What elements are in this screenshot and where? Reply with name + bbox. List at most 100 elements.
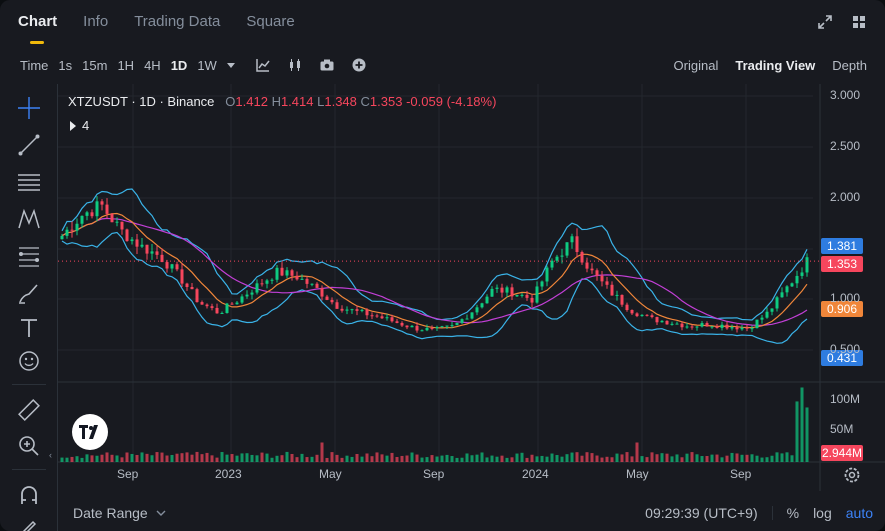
tab-trading-data[interactable]: Trading Data xyxy=(134,13,221,30)
candle-body xyxy=(750,328,754,330)
candle-body xyxy=(405,325,409,328)
crosshair-tool[interactable] xyxy=(15,94,43,122)
volume-bar xyxy=(695,454,699,462)
candle-body xyxy=(570,236,574,243)
volume-bar xyxy=(230,454,234,462)
chart-area[interactable]: XTZUSDT · 1D · Binance O1.412 H1.414 L1.… xyxy=(58,84,885,491)
indicators-toggle[interactable]: 4 xyxy=(70,118,89,133)
footer-divider xyxy=(771,505,773,520)
candle-body xyxy=(100,201,104,205)
volume-bar xyxy=(550,453,554,462)
camera-icon[interactable] xyxy=(319,57,335,73)
tab-square[interactable]: Square xyxy=(246,13,295,30)
footer-options: 09:29:39 (UTC+9) % log auto xyxy=(645,505,873,521)
indicators-icon[interactable] xyxy=(255,57,271,73)
chart-settings-icon[interactable] xyxy=(843,466,861,484)
view-depth[interactable]: Depth xyxy=(832,57,867,73)
candle-body xyxy=(430,327,434,329)
interval-1w[interactable]: 1W xyxy=(197,57,217,73)
volume-bar xyxy=(280,455,284,462)
volume-bar xyxy=(800,387,804,462)
candle-body xyxy=(770,308,774,312)
collapse-toolbar-icon[interactable]: ‹ xyxy=(49,450,52,460)
candle-body xyxy=(560,255,564,257)
candle-body xyxy=(150,251,154,254)
trendline-tool[interactable] xyxy=(15,131,43,159)
price-chart[interactable] xyxy=(58,84,885,491)
candle-body xyxy=(625,304,629,311)
tab-chart[interactable]: Chart xyxy=(18,0,57,44)
view-trading-view[interactable]: Trading View xyxy=(735,57,816,73)
pattern-icon xyxy=(18,208,40,229)
candle-body xyxy=(595,270,599,276)
candle-body xyxy=(160,254,164,263)
pattern-tool[interactable] xyxy=(15,205,43,233)
horizontal-lines-tool[interactable] xyxy=(15,168,43,196)
lock-tool[interactable] xyxy=(15,514,43,531)
date-range-button[interactable]: Date Range xyxy=(73,505,166,521)
text-tool[interactable] xyxy=(15,314,43,342)
volume-bar xyxy=(440,455,444,462)
interval-1d[interactable]: 1D xyxy=(170,57,188,73)
last-price-tag: 1.353 xyxy=(821,256,863,272)
candle-body xyxy=(385,317,389,319)
interval-15m[interactable]: 15m xyxy=(82,57,108,73)
log-toggle[interactable]: log xyxy=(813,504,832,521)
volume-bar xyxy=(710,454,714,462)
horizontal-lines-icon xyxy=(18,174,40,191)
volume-bar xyxy=(140,452,144,462)
volume-bar xyxy=(360,456,364,462)
candle-body xyxy=(345,309,349,311)
ma-short-line xyxy=(61,212,808,329)
zoom-tool[interactable] xyxy=(15,432,43,460)
candle-body xyxy=(340,308,344,311)
candle-body xyxy=(680,323,684,328)
ohlc-legend: XTZUSDT · 1D · Binance O1.412 H1.414 L1.… xyxy=(68,94,496,109)
brush-tool[interactable] xyxy=(15,279,43,307)
candle-body xyxy=(60,235,64,240)
add-icon[interactable] xyxy=(351,57,367,73)
candle-body xyxy=(635,313,639,317)
volume-bar xyxy=(745,454,749,462)
magnet-tool[interactable] xyxy=(15,481,43,509)
emoji-tool[interactable] xyxy=(15,347,43,375)
candle-body xyxy=(700,323,704,327)
volume-bar xyxy=(260,452,264,462)
candle-body xyxy=(480,303,484,308)
interval-dropdown-icon[interactable] xyxy=(226,62,235,68)
fib-tool[interactable] xyxy=(15,242,43,270)
view-original[interactable]: Original xyxy=(673,57,719,73)
layout-grid-icon[interactable] xyxy=(851,14,867,30)
auto-toggle[interactable]: auto xyxy=(845,504,873,521)
volume-bar xyxy=(600,457,604,462)
volume-bar xyxy=(675,454,679,462)
expand-icon[interactable] xyxy=(817,14,833,30)
candle-style-icon[interactable] xyxy=(287,57,303,73)
percent-toggle[interactable]: % xyxy=(786,504,800,521)
candle-body xyxy=(470,312,474,319)
time-tick: Sep xyxy=(423,467,445,481)
volume-bar xyxy=(620,454,624,462)
smiley-icon xyxy=(19,351,39,371)
toolbar-divider xyxy=(12,384,46,385)
volume-bar xyxy=(125,452,129,462)
candle-body xyxy=(760,317,764,320)
interval-1h[interactable]: 1H xyxy=(117,57,135,73)
tab-info[interactable]: Info xyxy=(83,13,109,30)
volume-bar xyxy=(755,455,759,462)
volume-bar xyxy=(555,455,559,462)
crosshair-icon xyxy=(18,97,40,119)
candle-body xyxy=(790,283,794,287)
interval-4h[interactable]: 4H xyxy=(144,57,161,73)
volume-bar xyxy=(580,455,584,462)
time-button[interactable]: Time xyxy=(20,57,49,73)
candle-body xyxy=(520,294,524,296)
interval-1s[interactable]: 1s xyxy=(58,57,73,73)
volume-bar xyxy=(730,452,734,462)
tradingview-logo[interactable] xyxy=(72,414,108,450)
pencil-icon xyxy=(22,520,37,531)
volume-bar xyxy=(135,454,139,462)
candle-body xyxy=(460,319,464,323)
ruler-tool[interactable] xyxy=(15,396,43,424)
candle-body xyxy=(250,292,254,295)
